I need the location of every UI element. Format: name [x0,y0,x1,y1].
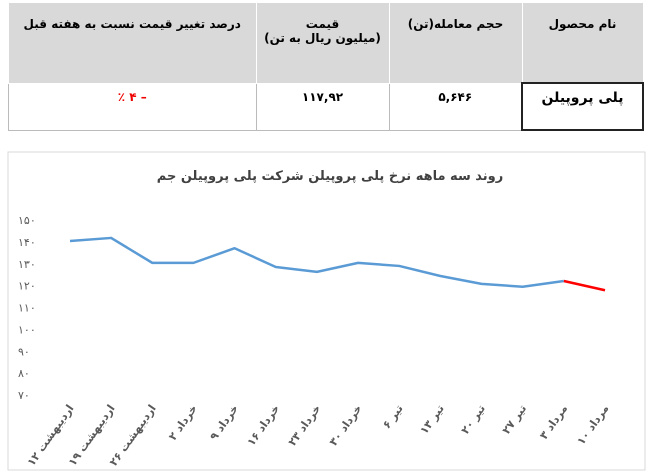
y-tick-label: ۱۲۰ [18,280,36,293]
y-tick-label: ۱۳۰ [18,258,36,271]
x-tick-label: ۲۰ تیر [459,402,488,436]
x-tick-label: ۱۶ خرداد [245,402,283,448]
header-cell: نام محصول [521,2,644,84]
cell: پلی پروپیلن [521,82,644,131]
y-tick-label: ۸۰ [18,367,30,380]
x-tick-label: ۲۷ تیر [500,402,529,436]
highlight-segment [563,279,606,292]
cell: ۵,۶۴۶ [388,82,523,131]
y-tick-label: ۷۰ [18,389,30,402]
x-tick-label: ۱۰ مرداد [574,402,611,447]
header-cell: حجم معامله(تن) [388,2,523,84]
x-tick-label: ۲۳ خرداد [286,402,324,448]
x-tick-label: ۳ مرداد [537,402,570,442]
x-tick-label: ۶ تیر [380,402,406,431]
x-tick-label: ۱۳ تیر [417,402,446,436]
y-tick-label: ۹۰ [18,345,30,358]
y-tick-label: ۱۵۰ [18,214,36,227]
cell: ۱۱۷,۹۲ [255,82,390,131]
header-row: نام محصول حجم معامله(تن) قیمت (میلیون ری… [8,2,644,84]
price-table: نام محصول حجم معامله(تن) قیمت (میلیون ری… [8,2,644,131]
x-tick-label: ۹ خرداد [207,402,241,443]
header-cell: قیمت (میلیون ریال به تن) [255,2,390,84]
y-tick-label: ۱۰۰ [18,323,36,336]
data-row: پلی پروپیلن ۵,۶۴۶ ۱۱۷,۹۲ – ۴ ٪ [8,82,644,131]
cell: – ۴ ٪ [8,82,257,131]
header-cell: درصد تغییر قیمت نسبت به هفته قبل [8,2,257,84]
y-tick-label: ۱۴۰ [18,236,36,249]
x-tick-label: ۳۰ خرداد [327,402,365,448]
line [69,236,565,288]
chart-title: روند سه ماهه نرخ پلی پروپیلن شرکت پلی پر… [157,169,503,184]
x-tick-label: ۲ خرداد [166,402,200,443]
y-tick-label: ۱۱۰ [18,302,36,315]
chart-frame [7,151,646,471]
